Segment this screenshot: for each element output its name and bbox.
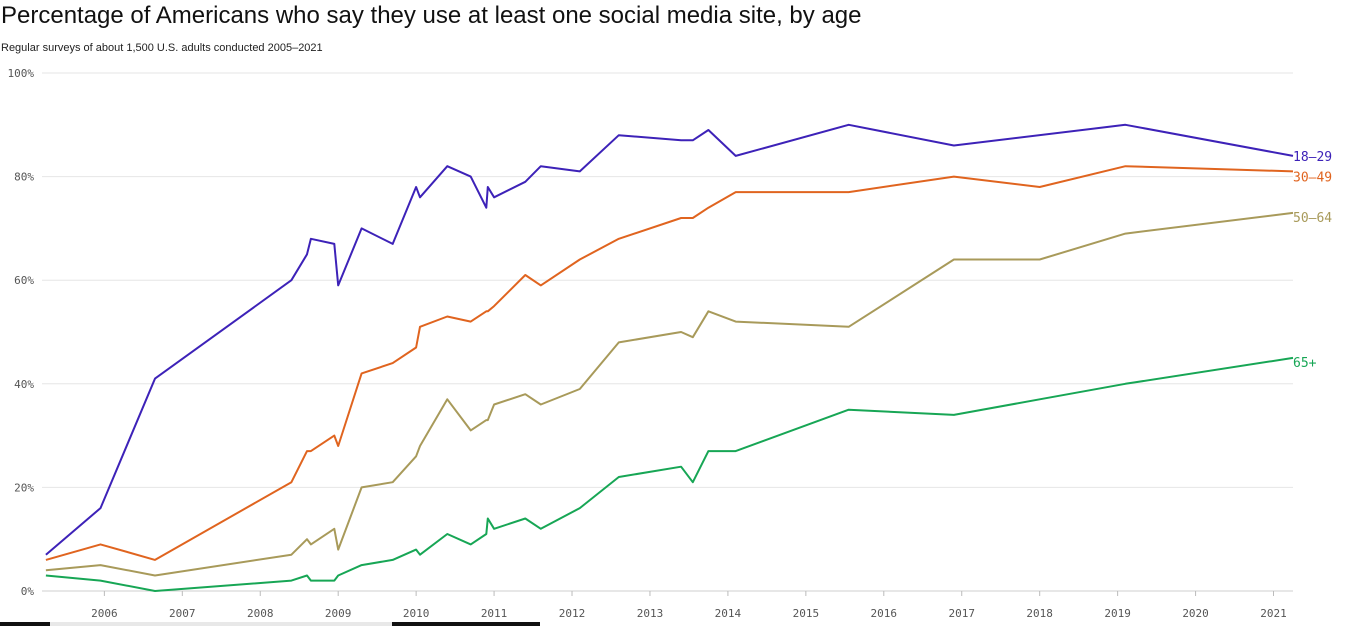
y-tick-label: 60%: [14, 274, 34, 287]
series-line: [45, 123, 1294, 556]
series-line: [45, 356, 1294, 592]
x-tick-label: 2016: [871, 607, 898, 620]
y-tick-label: 40%: [14, 378, 34, 391]
x-axis-ticks: 2006 2007 2008 2009 2010 2011 2012 2013 2014 2015…: [91, 591, 1287, 620]
x-tick-label: 2017: [948, 607, 975, 620]
bottom-bar-segment: [392, 622, 540, 626]
y-tick-label: 100%: [8, 67, 35, 80]
chart-title: Percentage of Americans who say they use…: [1, 2, 862, 29]
x-tick-label: 2018: [1026, 607, 1053, 620]
series-line: [45, 211, 1294, 577]
series-label: 65+: [1293, 356, 1317, 371]
x-tick-label: 2007: [169, 607, 196, 620]
y-axis-ticks: 0% 20% 40% 60% 80% 100%: [8, 67, 35, 598]
x-tick-label: 2015: [793, 607, 820, 620]
bottom-bar-segment-light: [50, 622, 392, 626]
x-tick-label: 2006: [91, 607, 118, 620]
x-tick-label: 2009: [325, 607, 352, 620]
x-tick-label: 2011: [481, 607, 508, 620]
series-labels: 18–29 30–49 50–64 65+: [1293, 150, 1332, 371]
y-tick-label: 0%: [21, 585, 35, 598]
series-label: 50–64: [1293, 211, 1332, 226]
series-label: 18–29: [1293, 150, 1332, 165]
series-label: 30–49: [1293, 170, 1332, 185]
x-tick-label: 2020: [1182, 607, 1209, 620]
series-lines: [45, 123, 1294, 592]
x-tick-label: 2008: [247, 607, 274, 620]
chart-subtitle: Regular surveys of about 1,500 U.S. adul…: [1, 42, 323, 54]
x-tick-label: 2010: [403, 607, 430, 620]
series-line: [45, 165, 1294, 561]
x-tick-label: 2019: [1104, 607, 1131, 620]
y-tick-label: 20%: [14, 481, 34, 494]
grid-lines: [42, 72, 1293, 592]
x-tick-label: 2021: [1260, 607, 1287, 620]
x-tick-label: 2013: [637, 607, 664, 620]
x-tick-label: 2014: [715, 607, 742, 620]
x-tick-label: 2012: [559, 607, 586, 620]
bottom-bar-segment: [0, 622, 50, 626]
y-tick-label: 80%: [14, 171, 34, 184]
